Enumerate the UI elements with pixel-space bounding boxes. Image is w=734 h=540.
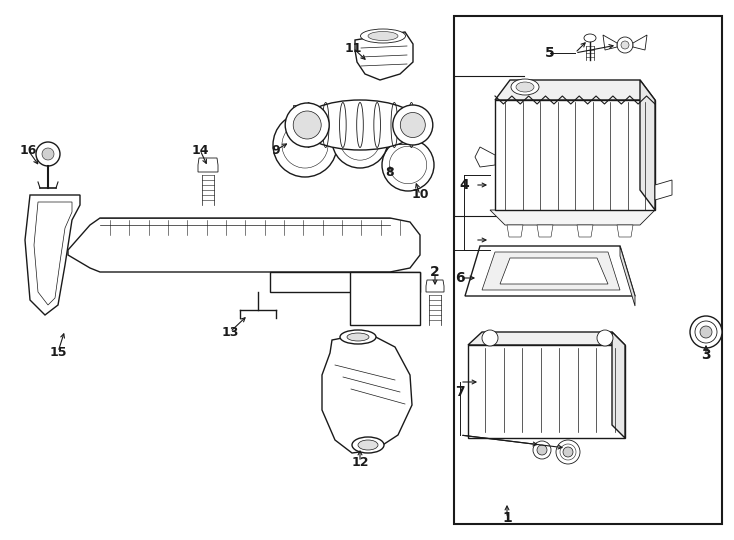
Polygon shape	[322, 333, 412, 453]
Circle shape	[533, 441, 551, 459]
Polygon shape	[350, 272, 420, 325]
Circle shape	[621, 41, 629, 49]
Text: 8: 8	[385, 165, 394, 179]
Polygon shape	[640, 80, 655, 210]
Ellipse shape	[511, 79, 539, 95]
Circle shape	[282, 122, 328, 168]
Ellipse shape	[358, 440, 378, 450]
Polygon shape	[612, 332, 625, 438]
Polygon shape	[490, 210, 655, 225]
Bar	[454, 16, 722, 524]
Circle shape	[293, 111, 321, 139]
Polygon shape	[577, 225, 593, 237]
Polygon shape	[633, 35, 647, 50]
Circle shape	[301, 105, 309, 113]
Circle shape	[42, 148, 54, 160]
Circle shape	[382, 139, 434, 191]
Text: 9: 9	[272, 144, 280, 157]
Circle shape	[563, 447, 573, 457]
Circle shape	[36, 142, 60, 166]
Polygon shape	[475, 147, 495, 167]
Text: 12: 12	[352, 456, 368, 469]
Polygon shape	[198, 158, 218, 172]
Ellipse shape	[340, 330, 376, 344]
Polygon shape	[495, 100, 655, 210]
Text: 14: 14	[192, 144, 208, 157]
Ellipse shape	[352, 437, 384, 453]
Polygon shape	[500, 258, 608, 284]
Circle shape	[332, 112, 388, 168]
Polygon shape	[655, 180, 672, 200]
Text: 10: 10	[411, 188, 429, 201]
Polygon shape	[355, 32, 413, 80]
Circle shape	[393, 105, 433, 145]
Bar	[293, 105, 317, 119]
Text: 11: 11	[344, 42, 362, 55]
Polygon shape	[507, 225, 523, 237]
Ellipse shape	[347, 333, 369, 341]
Polygon shape	[495, 80, 655, 100]
Ellipse shape	[360, 29, 405, 43]
Circle shape	[556, 440, 580, 464]
Text: 6: 6	[455, 271, 465, 285]
Circle shape	[273, 113, 337, 177]
Ellipse shape	[300, 100, 420, 150]
Text: 13: 13	[222, 326, 239, 339]
Polygon shape	[465, 246, 635, 296]
Circle shape	[617, 37, 633, 53]
Polygon shape	[468, 345, 625, 438]
Polygon shape	[482, 252, 620, 290]
Polygon shape	[468, 332, 625, 345]
Ellipse shape	[368, 31, 398, 40]
Circle shape	[597, 330, 613, 346]
Circle shape	[340, 120, 380, 160]
Circle shape	[700, 326, 712, 338]
Circle shape	[695, 321, 717, 343]
Polygon shape	[617, 225, 633, 237]
Polygon shape	[68, 218, 420, 272]
Text: 4: 4	[459, 178, 469, 192]
Polygon shape	[270, 272, 420, 292]
Polygon shape	[537, 225, 553, 237]
Bar	[398, 132, 418, 144]
Text: 2: 2	[430, 265, 440, 279]
Polygon shape	[426, 280, 444, 292]
Circle shape	[482, 330, 498, 346]
Circle shape	[286, 103, 330, 147]
Polygon shape	[603, 35, 617, 50]
Circle shape	[537, 445, 547, 455]
Circle shape	[690, 316, 722, 348]
Polygon shape	[34, 202, 72, 305]
Circle shape	[560, 444, 576, 460]
Text: 3: 3	[701, 348, 711, 362]
Bar	[350, 105, 370, 117]
Ellipse shape	[584, 34, 596, 42]
Text: 7: 7	[455, 385, 465, 399]
Polygon shape	[25, 195, 80, 315]
Ellipse shape	[516, 82, 534, 92]
Text: 16: 16	[19, 144, 37, 157]
Text: 5: 5	[545, 46, 555, 60]
Text: 15: 15	[49, 346, 67, 359]
Circle shape	[389, 146, 426, 184]
Circle shape	[400, 112, 425, 138]
Text: 1: 1	[502, 511, 512, 525]
Polygon shape	[620, 246, 635, 306]
